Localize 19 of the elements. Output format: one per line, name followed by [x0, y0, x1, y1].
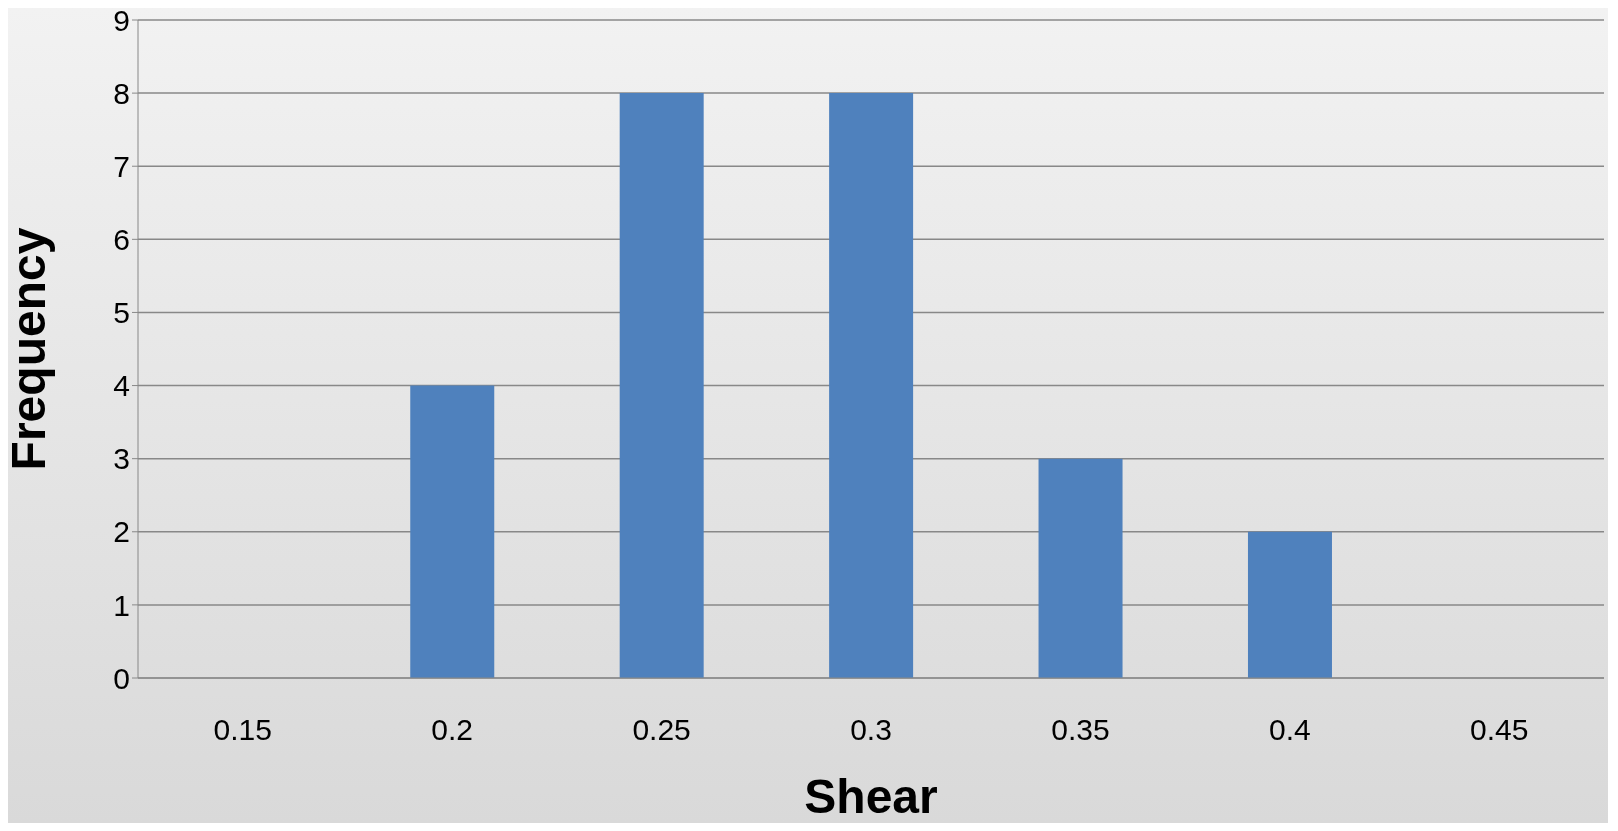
x-axis-title: Shear	[804, 770, 938, 823]
y-tick-label: 5	[113, 296, 130, 330]
x-tick-label: 0.35	[1051, 713, 1110, 747]
y-tick-label: 1	[113, 588, 130, 622]
y-tick-label: 0	[113, 661, 130, 695]
x-tick-label: 0.45	[1470, 713, 1529, 747]
y-tick-label: 3	[113, 442, 130, 476]
y-tick-label: 7	[113, 149, 130, 183]
x-tick-label: 0.15	[213, 713, 272, 747]
x-tick-label: 0.25	[632, 713, 691, 747]
y-tick-label: 9	[113, 3, 130, 37]
x-tick-label: 0.3	[850, 713, 892, 747]
x-tick-label: 0.4	[1269, 713, 1311, 747]
y-tick-label: 8	[113, 76, 130, 110]
y-tick-label: 6	[113, 222, 130, 256]
y-tick-label: 4	[113, 369, 130, 403]
x-tick-label: 0.2	[431, 713, 473, 747]
y-tick-label: 2	[113, 515, 130, 549]
y-axis-title: Frequency	[2, 227, 56, 471]
